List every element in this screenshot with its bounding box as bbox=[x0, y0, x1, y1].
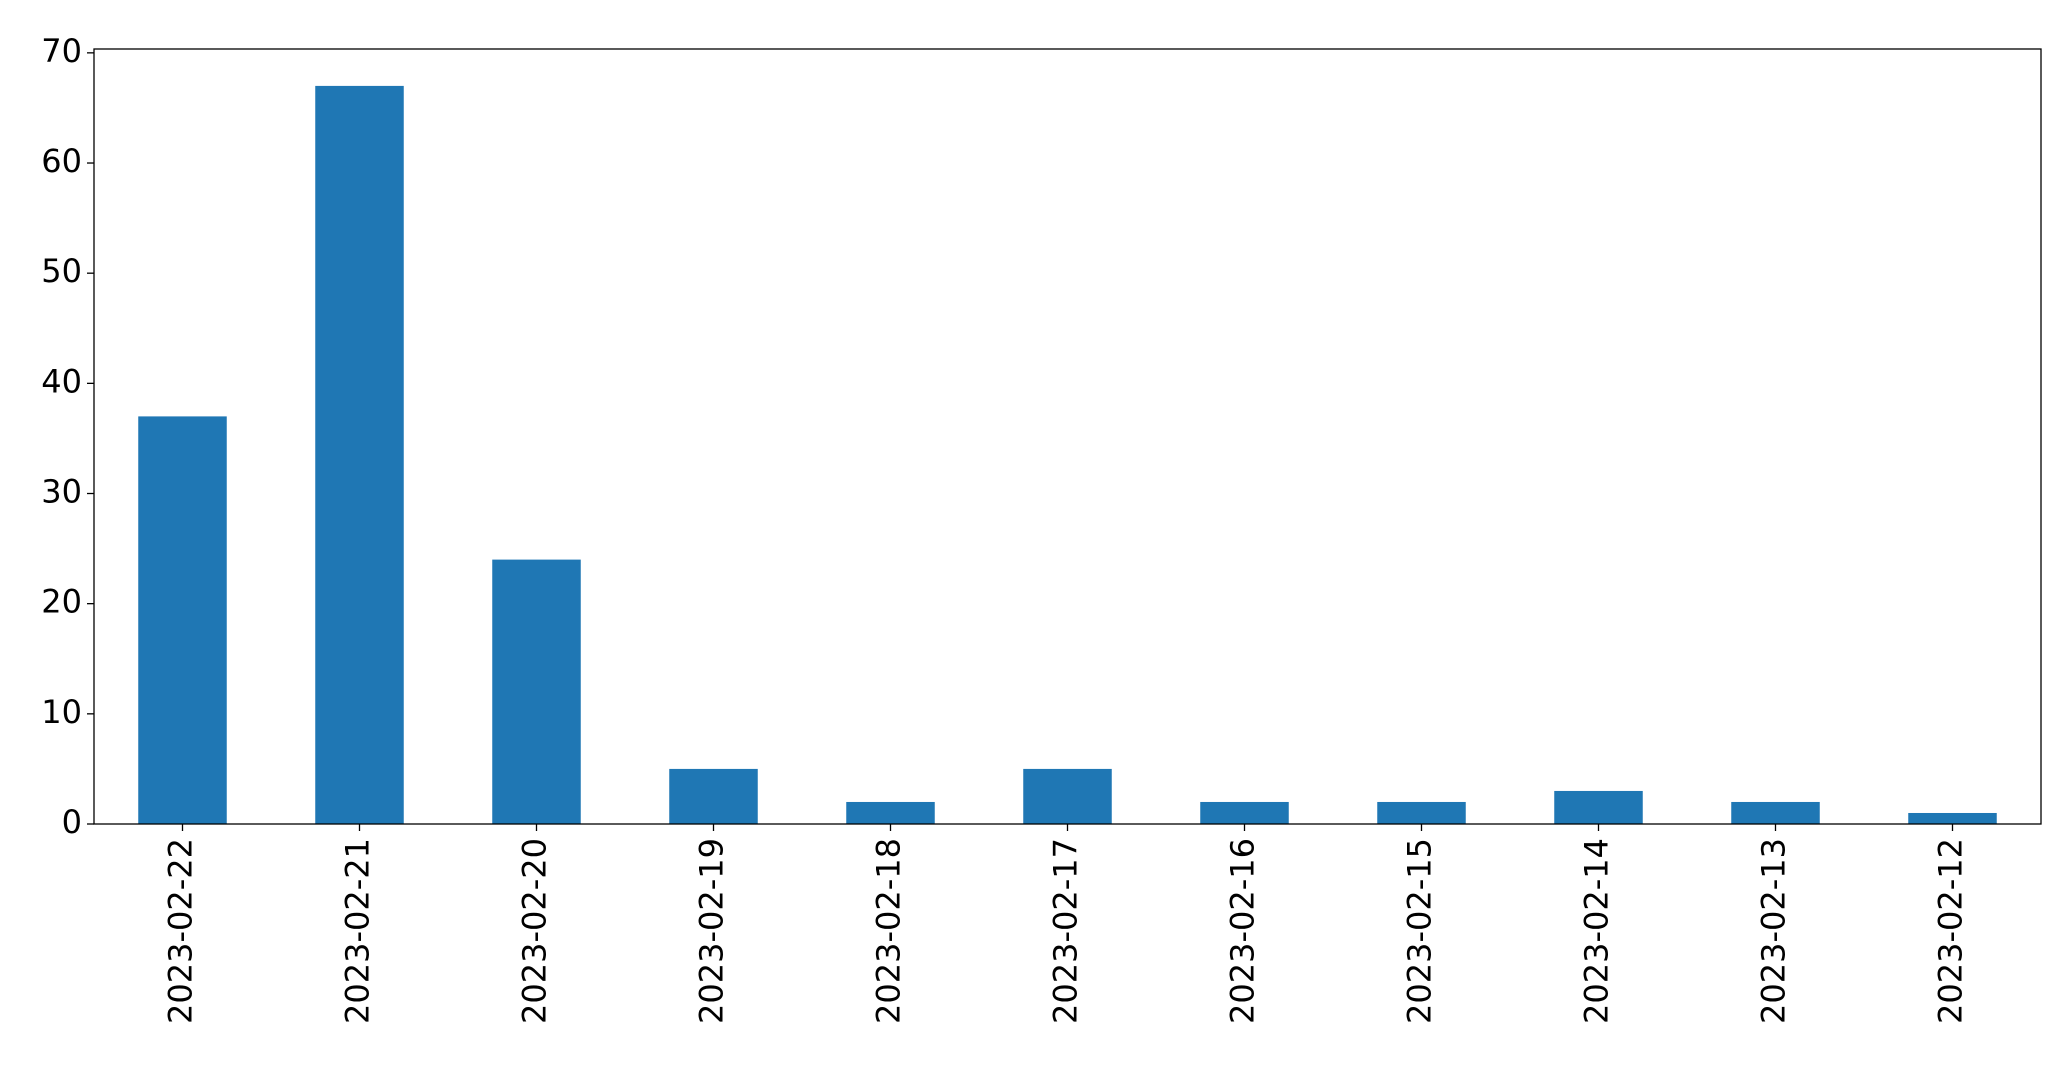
bar bbox=[1377, 801, 1466, 824]
x-tick-label: 2023-02-12 bbox=[1932, 838, 1970, 1024]
y-tick-label: 30 bbox=[41, 473, 82, 511]
x-tick-label: 2023-02-15 bbox=[1401, 838, 1439, 1024]
y-tick-label: 60 bbox=[41, 142, 82, 180]
y-tick-label: 40 bbox=[41, 362, 82, 400]
y-tick-label: 10 bbox=[41, 693, 82, 731]
x-tick-label: 2023-02-16 bbox=[1224, 838, 1262, 1024]
x-tick-label: 2023-02-14 bbox=[1578, 838, 1616, 1024]
bar bbox=[1554, 790, 1643, 824]
bar bbox=[138, 416, 227, 824]
bar bbox=[1731, 801, 1820, 824]
bar bbox=[846, 801, 935, 824]
x-tick-label: 2023-02-13 bbox=[1755, 838, 1793, 1024]
x-tick-label: 2023-02-18 bbox=[870, 838, 908, 1024]
plot-frame bbox=[93, 48, 2042, 825]
bar bbox=[1200, 801, 1289, 824]
x-tick-label: 2023-02-20 bbox=[516, 838, 554, 1024]
y-tick-label: 50 bbox=[41, 252, 82, 290]
bar bbox=[492, 559, 581, 824]
bar bbox=[1023, 768, 1112, 824]
bar bbox=[1908, 812, 1997, 824]
y-tick-label: 0 bbox=[62, 803, 82, 841]
x-tick-label: 2023-02-21 bbox=[339, 838, 377, 1024]
bar bbox=[315, 85, 404, 824]
x-tick-label: 2023-02-17 bbox=[1047, 838, 1085, 1024]
y-tick-label: 70 bbox=[41, 32, 82, 70]
y-tick-label: 20 bbox=[41, 583, 82, 621]
bar bbox=[669, 768, 758, 824]
x-tick-label: 2023-02-22 bbox=[162, 838, 200, 1024]
x-tick-label: 2023-02-19 bbox=[693, 838, 731, 1024]
